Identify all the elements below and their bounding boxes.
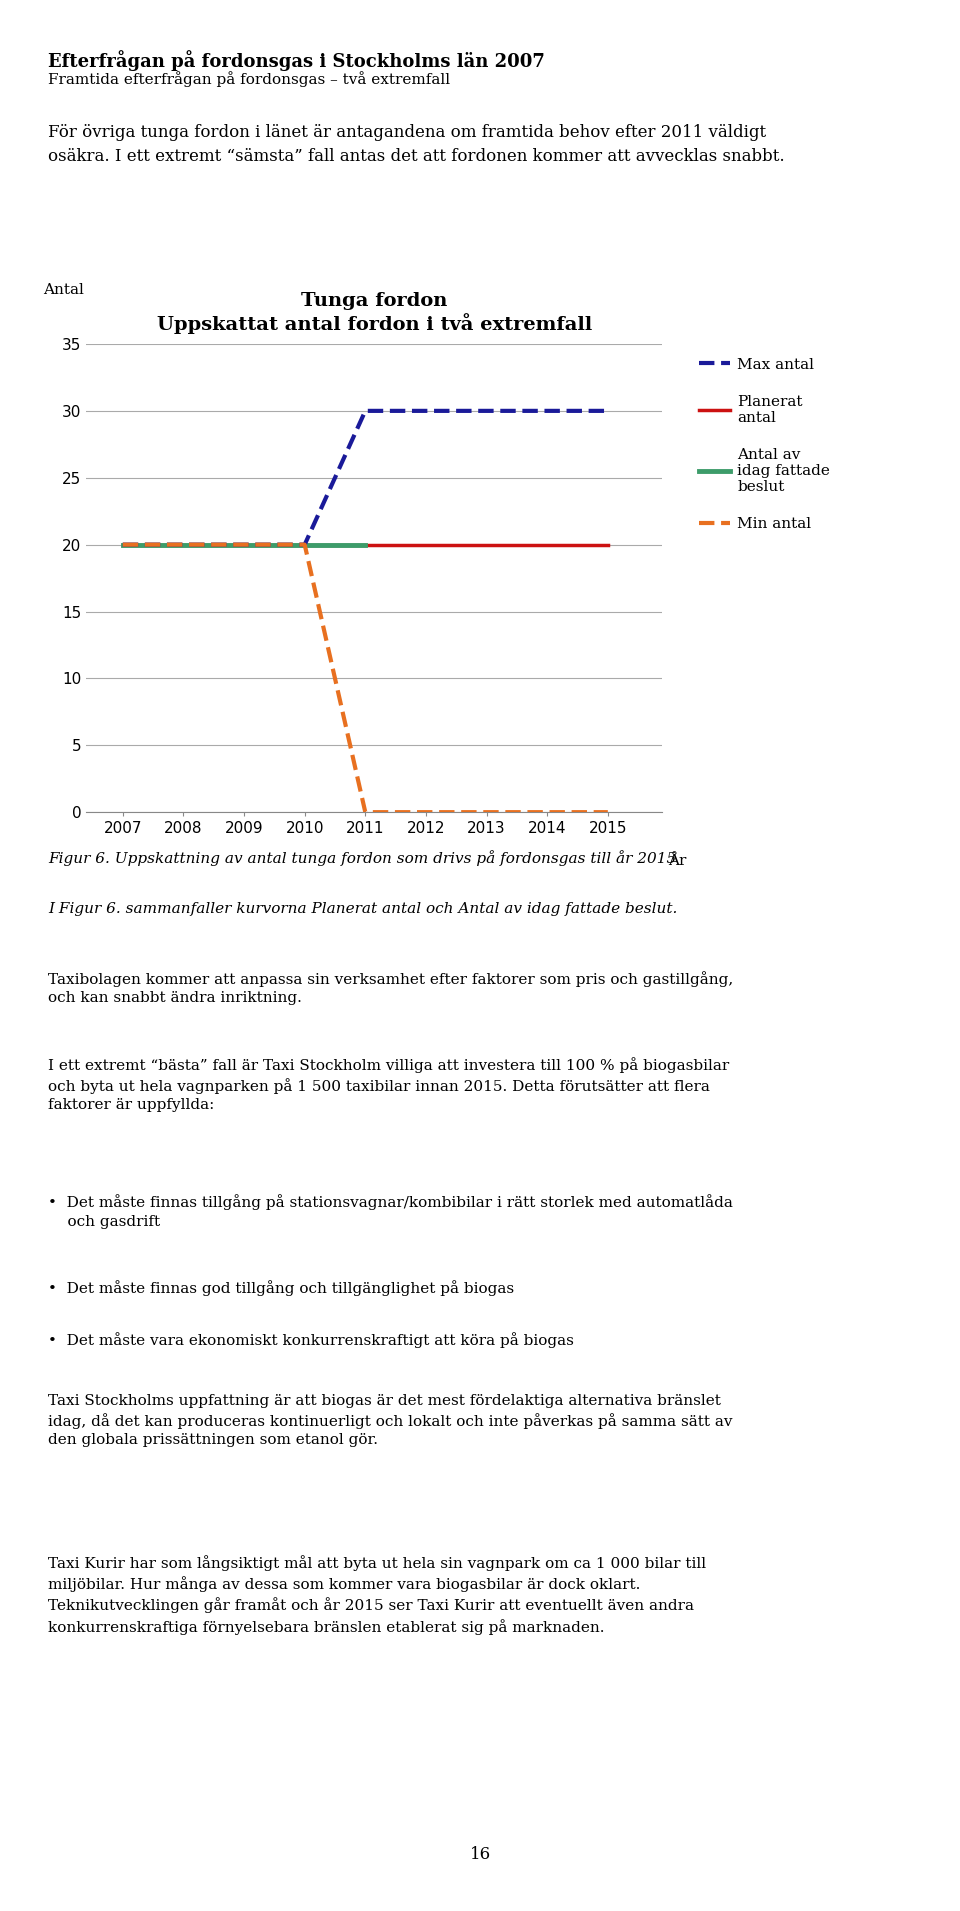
Text: Taxi Stockholms uppfattning är att biogas är det mest fördelaktiga alternativa b: Taxi Stockholms uppfattning är att bioga… — [48, 1393, 732, 1447]
Legend: Max antal, Planerat
antal, Antal av
idag fattade
beslut, Min antal: Max antal, Planerat antal, Antal av idag… — [693, 352, 836, 537]
Title: Tunga fordon
Uppskattat antal fordon i två extremfall: Tunga fordon Uppskattat antal fordon i t… — [156, 292, 592, 334]
Text: Antal: Antal — [43, 283, 84, 296]
Text: •  Det måste finnas tillgång på stationsvagnar/kombibilar i rätt storlek med aut: • Det måste finnas tillgång på stationsv… — [48, 1194, 732, 1229]
Text: Framtida efterfrågan på fordonsgas – två extremfall: Framtida efterfrågan på fordonsgas – två… — [48, 71, 450, 86]
Text: 16: 16 — [469, 1846, 491, 1863]
Text: För övriga tunga fordon i länet är antagandena om framtida behov efter 2011 väld: För övriga tunga fordon i länet är antag… — [48, 124, 784, 164]
Text: Efterfrågan på fordonsgas i Stockholms län 2007: Efterfrågan på fordonsgas i Stockholms l… — [48, 50, 545, 71]
Text: Figur 6. Uppskattning av antal tunga fordon som drivs på fordonsgas till år 2015: Figur 6. Uppskattning av antal tunga for… — [48, 850, 676, 866]
Text: I ett extremt “bästa” fall är Taxi Stockholm villiga att investera till 100 % på: I ett extremt “bästa” fall är Taxi Stock… — [48, 1057, 730, 1112]
Text: År: År — [668, 854, 686, 868]
Text: I Figur 6. sammanfaller kurvorna Planerat antal och Antal av idag fattade beslut: I Figur 6. sammanfaller kurvorna Planera… — [48, 902, 678, 915]
Text: •  Det måste vara ekonomiskt konkurrenskraftigt att köra på biogas: • Det måste vara ekonomiskt konkurrenskr… — [48, 1332, 574, 1347]
Text: Taxibolagen kommer att anpassa sin verksamhet efter faktorer som pris och gastil: Taxibolagen kommer att anpassa sin verks… — [48, 971, 733, 1005]
Text: •  Det måste finnas god tillgång och tillgänglighet på biogas: • Det måste finnas god tillgång och till… — [48, 1280, 515, 1296]
Text: Taxi Kurir har som långsiktigt mål att byta ut hela sin vagnpark om ca 1 000 bil: Taxi Kurir har som långsiktigt mål att b… — [48, 1556, 707, 1634]
